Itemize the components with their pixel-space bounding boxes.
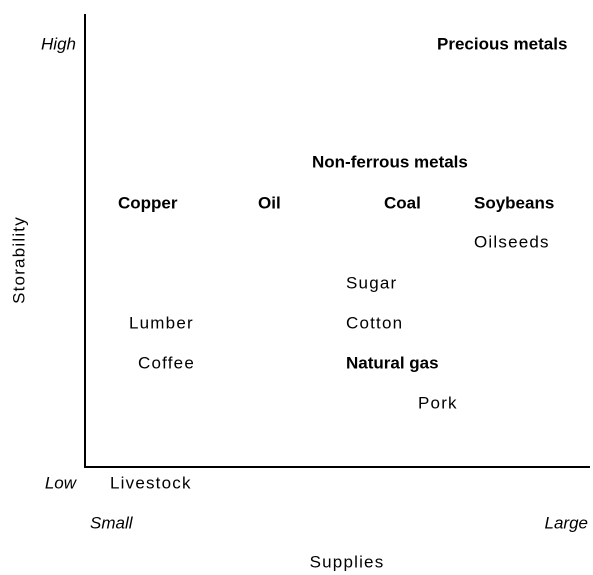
- x-axis-title: Supplies: [310, 552, 385, 571]
- y-high-label: High: [41, 34, 76, 53]
- commodity-label: Coal: [384, 193, 421, 212]
- x-large-label: Large: [545, 513, 588, 532]
- commodity-label: Sugar: [346, 273, 397, 292]
- y-low-label: Low: [45, 473, 78, 492]
- commodity-label: Oilseeds: [474, 232, 550, 251]
- commodity-label: Soybeans: [474, 193, 554, 212]
- commodity-label: Pork: [418, 393, 458, 412]
- commodity-label: Cotton: [346, 313, 403, 332]
- commodity-label: Lumber: [129, 313, 194, 332]
- y-axis-title: Storability: [9, 216, 28, 304]
- x-small-label: Small: [90, 513, 134, 532]
- commodity-label: Natural gas: [346, 353, 439, 372]
- commodity-label: Copper: [118, 193, 178, 212]
- commodity-label: Oil: [258, 193, 281, 212]
- commodity-label: Precious metals: [437, 34, 567, 53]
- commodity-label: Coffee: [138, 353, 195, 372]
- commodity-label: Livestock: [110, 473, 192, 492]
- commodity-label: Non-ferrous metals: [312, 152, 468, 171]
